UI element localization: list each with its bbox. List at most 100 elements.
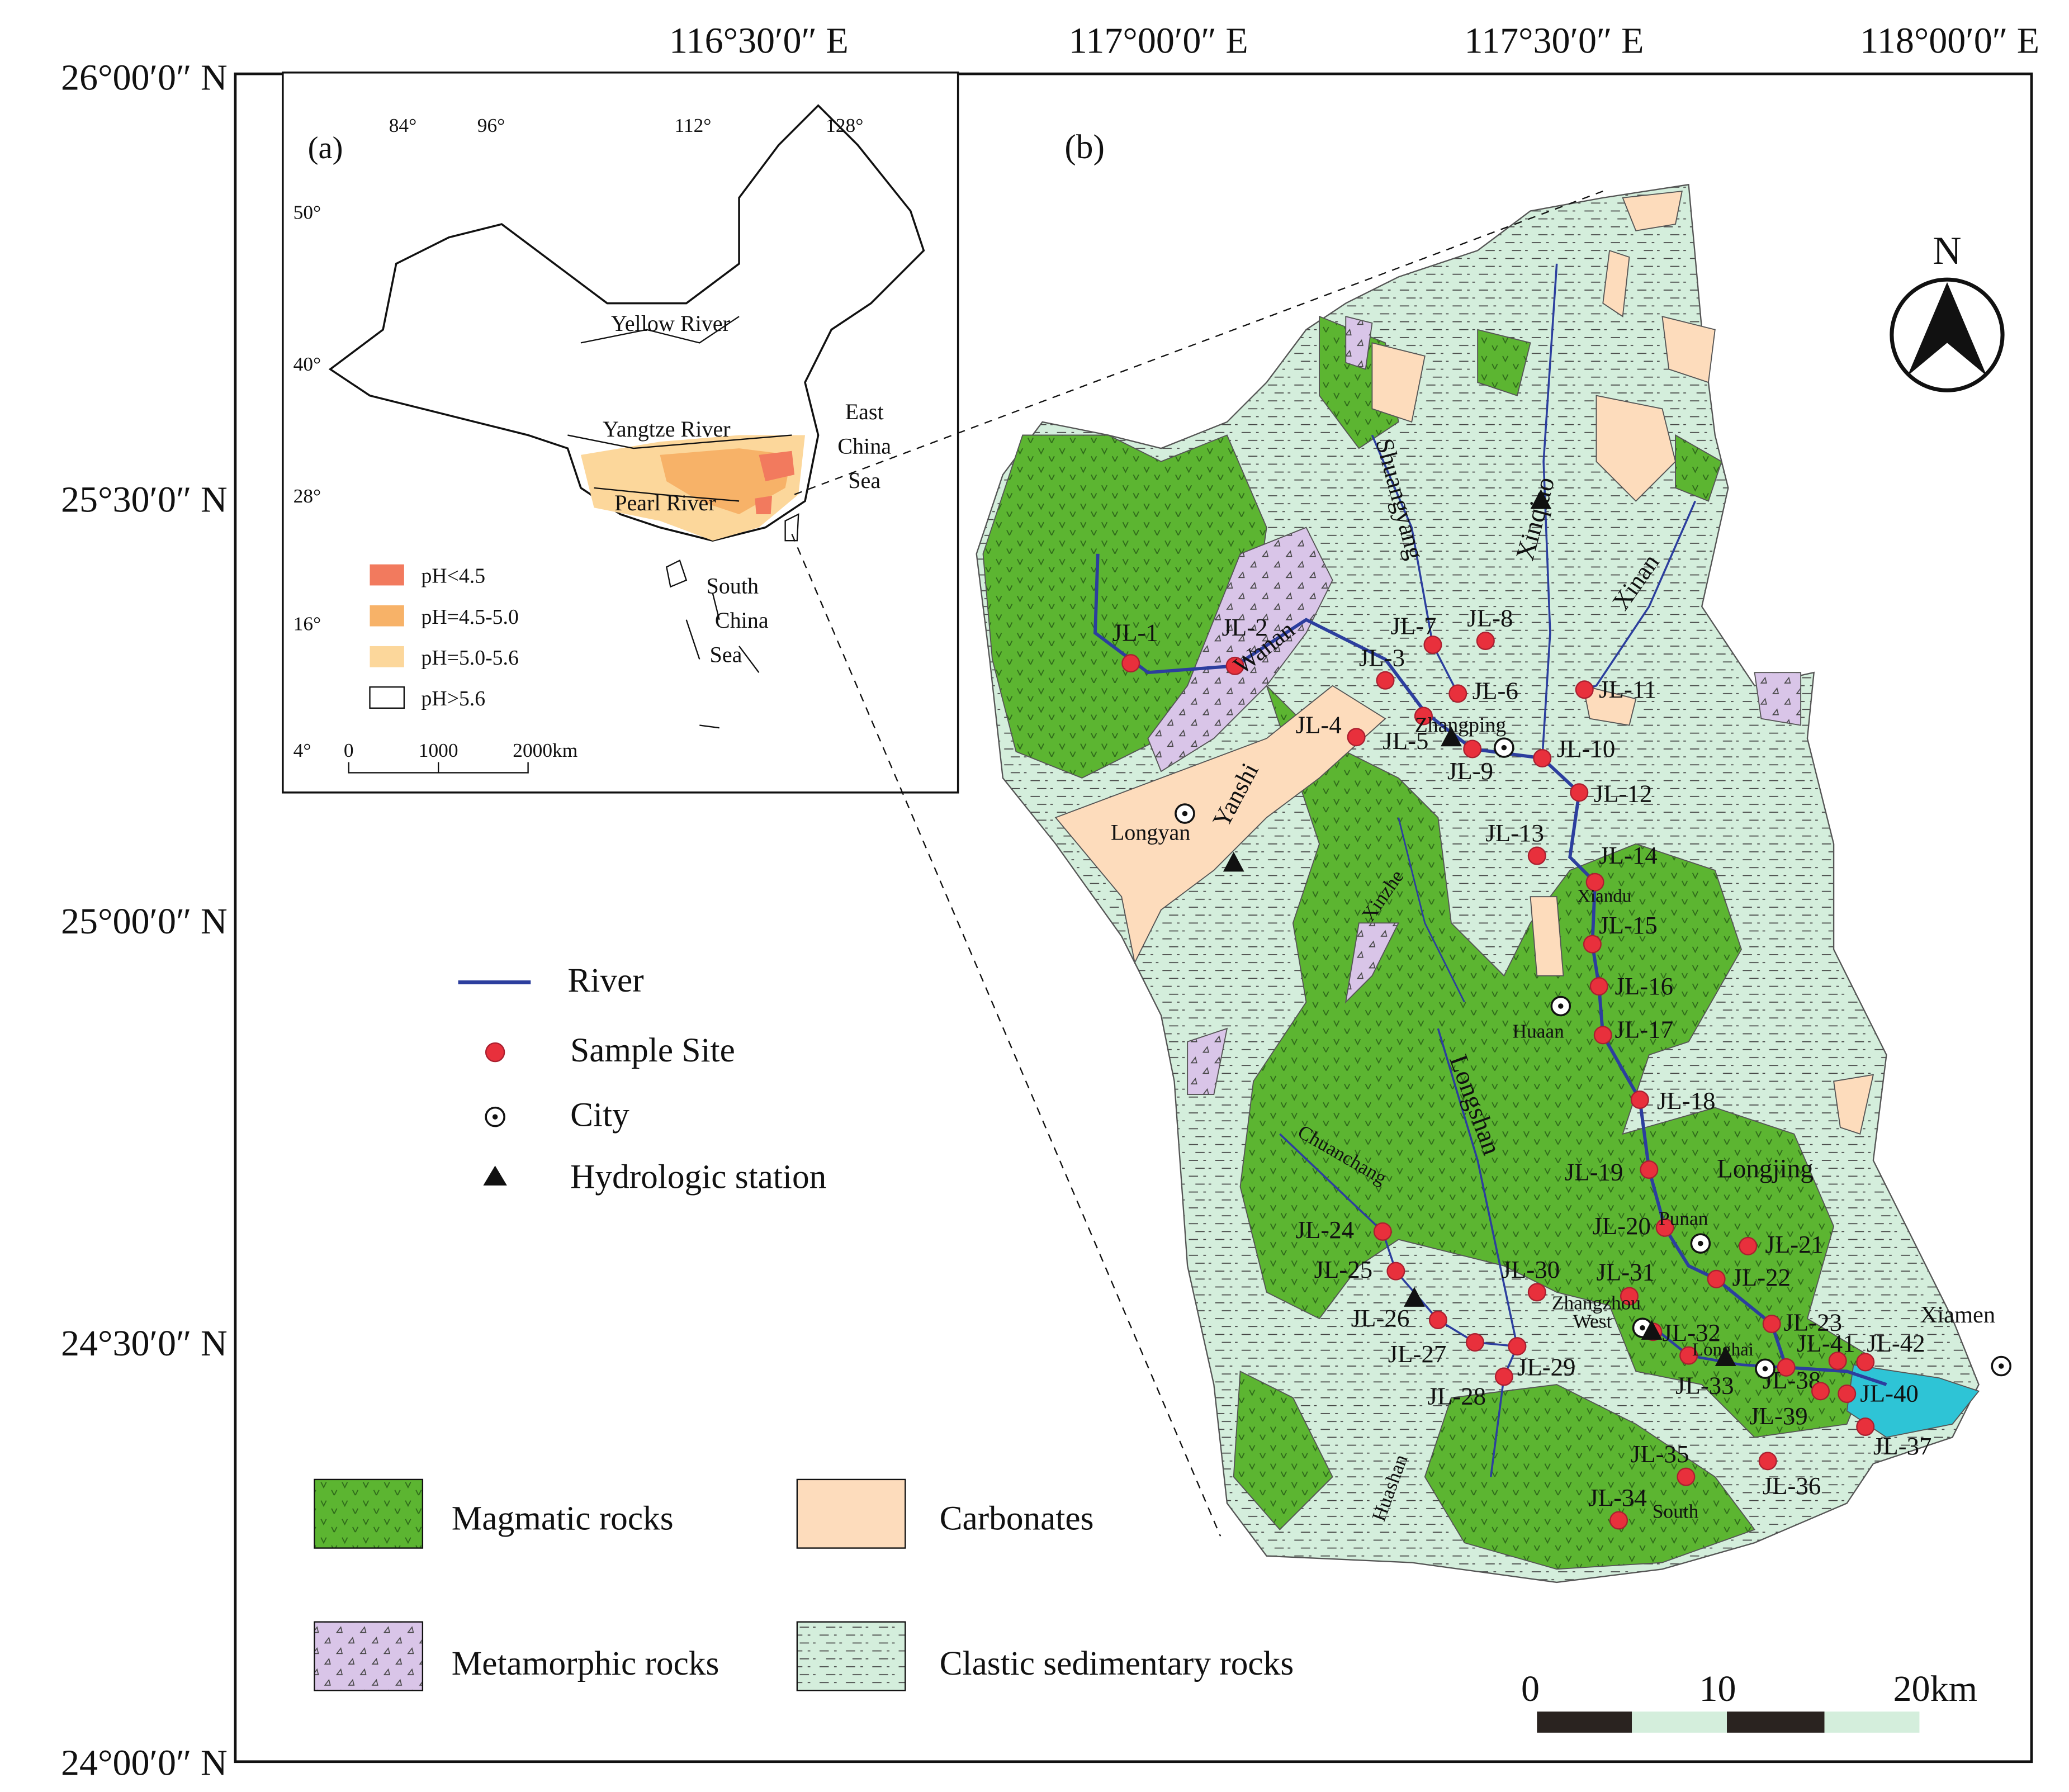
sample-site: [1739, 1236, 1758, 1255]
place-label: Zhangping: [1415, 713, 1507, 737]
longitude-label: 117°00′0″ E: [1069, 20, 1248, 61]
sample-site: [1828, 1352, 1847, 1371]
site-label: JL-20: [1592, 1212, 1651, 1240]
place-label: West: [1573, 1310, 1612, 1333]
inset-sea-label: Sea: [848, 468, 880, 493]
sample-site: [1494, 1367, 1513, 1386]
sample-site: [1630, 1090, 1649, 1109]
inset-lat-label: 28°: [293, 485, 321, 507]
ph-4.5-5-area: [660, 448, 792, 515]
site-label: JL-13: [1485, 819, 1544, 847]
site-label: JL-31: [1596, 1258, 1655, 1286]
site-label: JL-8: [1467, 604, 1513, 632]
legend-label: Magmatic rocks: [452, 1500, 674, 1538]
place-label: Longyan: [1111, 820, 1191, 845]
sample-site: [1575, 680, 1594, 699]
place-label: Punan: [1659, 1207, 1708, 1230]
sample-site: [1448, 684, 1467, 703]
hydrologic-station: [1530, 489, 1552, 509]
inset-legend-swatch: [370, 646, 404, 667]
legend-label: Carbonates: [940, 1500, 1094, 1538]
sample-site: [1677, 1467, 1696, 1486]
latitude-label: 24°30′0″ N: [61, 1323, 228, 1364]
sample-site: [1762, 1315, 1781, 1334]
site-label: JL-25: [1314, 1255, 1373, 1283]
longitude-label: 116°30′0″ E: [669, 20, 849, 61]
place-label: Huaan: [1513, 1020, 1565, 1042]
sample-site: [1476, 632, 1495, 651]
city-dot: [1558, 1003, 1564, 1009]
site-label: JL-26: [1351, 1304, 1410, 1332]
sample-site: [1428, 1310, 1447, 1329]
sample-site: [1856, 1353, 1875, 1372]
china-outline: [328, 104, 925, 542]
site-label: JL-16: [1615, 972, 1673, 1000]
sample-site: [1679, 1346, 1698, 1365]
sample-site: [1527, 1283, 1546, 1302]
site-label: JL-24: [1296, 1216, 1355, 1244]
inset-legend-label: pH>5.6: [422, 687, 486, 710]
site-label: JL-33: [1675, 1372, 1734, 1400]
inset-legend-label: pH=5.0-5.6: [422, 646, 519, 670]
site-label: JL-10: [1557, 734, 1616, 762]
zoom-line: [791, 533, 1221, 1537]
islands: [665, 513, 799, 729]
legend-label: Hydrologic station: [570, 1158, 826, 1196]
inset-sea-label: China: [715, 608, 769, 633]
city-dot: [1698, 1240, 1703, 1246]
inset-legend-swatch: [370, 605, 404, 627]
north-label: N: [1933, 229, 1961, 273]
place-label: Xiamen: [1920, 1302, 1995, 1328]
sample-site: [1838, 1385, 1857, 1404]
site-label: JL-5: [1383, 727, 1428, 755]
inset-scale-label: 0: [344, 739, 354, 761]
site-label: JL-18: [1657, 1087, 1716, 1115]
sample-site: [1777, 1358, 1796, 1377]
legend-label: River: [567, 961, 643, 999]
inset-lat-label: 40°: [293, 353, 321, 375]
sample-site: [1655, 1218, 1674, 1237]
city-dot: [1640, 1325, 1645, 1331]
site-label: JL-21: [1765, 1230, 1824, 1258]
site-label: JL-40: [1860, 1379, 1919, 1407]
inset-place-label: Yellow River: [611, 311, 730, 336]
inset: [282, 71, 1603, 1537]
sample-site: [1583, 935, 1602, 954]
site-label: JL-17: [1615, 1016, 1673, 1044]
inset-lon-label: 84°: [389, 114, 417, 136]
legend-label: Clastic sedimentary rocks: [940, 1644, 1294, 1682]
place-label: South: [1653, 1500, 1699, 1522]
site-label: JL-22: [1732, 1263, 1791, 1291]
inset-lat-label: 50°: [293, 201, 321, 224]
scale-bar: [1537, 1712, 1920, 1733]
city-dot: [1501, 745, 1507, 751]
north-arrow: [1890, 277, 2005, 392]
latitude-label: 24°00′0″ N: [61, 1742, 228, 1783]
site-label: JL-41: [1797, 1329, 1855, 1357]
site-label: JL-27: [1388, 1340, 1447, 1368]
hydrologic-station: [1223, 851, 1244, 872]
city-dot: [1182, 810, 1188, 817]
site-label: JL-2: [1221, 613, 1267, 641]
site-label: JL-15: [1599, 911, 1658, 939]
sample-site: [1376, 671, 1395, 690]
labels-and-sites: 116°30′0″ E 117°00′0″ E 117°30′0″ E 118°00′…: [61, 20, 2039, 1783]
inset-lon-label: 128°: [826, 114, 863, 136]
place-label: Xiandu: [1577, 886, 1631, 907]
site-label: JL-34: [1588, 1483, 1647, 1511]
panel-label: (b): [1064, 128, 1105, 166]
sample-site: [1225, 656, 1244, 675]
sample-site: [1856, 1418, 1875, 1437]
site-label: JL-28: [1428, 1382, 1486, 1410]
sample-site: [1570, 783, 1589, 802]
sample-site: [1609, 1511, 1628, 1530]
scale-label: 10: [1699, 1668, 1736, 1709]
sample-site: [1585, 873, 1604, 892]
inset-legend-swatch: [369, 686, 405, 709]
sample-site: [1811, 1382, 1830, 1401]
sample-site: [1121, 654, 1140, 673]
inset-sea-label: East: [845, 399, 884, 424]
sample-site: [1347, 728, 1366, 747]
inset-legend-swatch: [370, 564, 404, 586]
